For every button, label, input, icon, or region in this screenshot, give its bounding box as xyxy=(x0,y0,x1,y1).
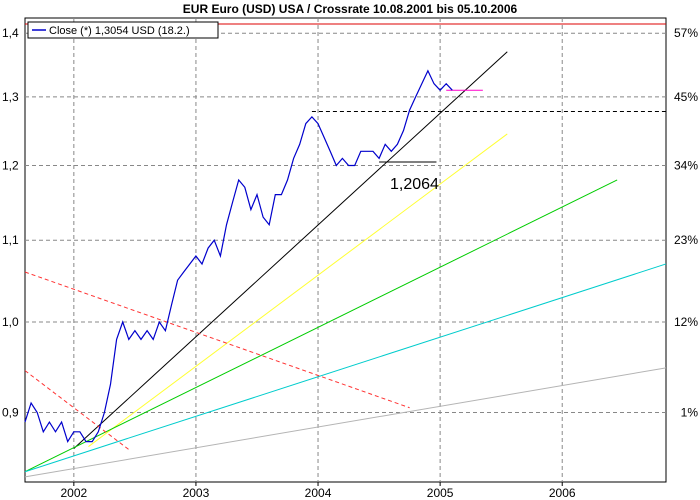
trendline xyxy=(24,179,618,473)
y-tick-label-left: 0,9 xyxy=(2,405,19,419)
trendline xyxy=(24,367,667,478)
y-axis-left-ticks: 0,9 1,0 1,1 1,2 1,3 1,4 xyxy=(2,26,19,419)
y-tick-label-right: 57% xyxy=(674,26,698,40)
trendline xyxy=(24,271,410,409)
y-tick-label-left: 1,2 xyxy=(2,159,19,173)
trendline xyxy=(24,370,130,450)
trendline xyxy=(88,133,508,447)
chart-title: EUR Euro (USD) USA / Crossrate 10.08.200… xyxy=(183,2,518,16)
y-tick-label-right: 45% xyxy=(674,90,698,104)
legend: Close (*) 1,3054 USD (18.2.) xyxy=(27,21,219,39)
plot-area xyxy=(24,17,667,483)
annotation-label: 1,2064 xyxy=(390,176,439,193)
series-layer xyxy=(24,69,453,444)
trendline xyxy=(73,51,508,449)
y-tick-label-right: 23% xyxy=(674,233,698,247)
y-tick-label-right: 1% xyxy=(681,405,699,419)
y-tick-label-left: 1,1 xyxy=(2,233,19,247)
x-tick-label: 2003 xyxy=(183,486,210,500)
x-tick-label: 2002 xyxy=(60,486,87,500)
y-tick-label-right: 12% xyxy=(674,315,698,329)
x-tick-label: 2006 xyxy=(549,486,576,500)
y-tick-label-left: 1,0 xyxy=(2,315,19,329)
y-tick-label-left: 1,3 xyxy=(2,90,19,104)
series-line xyxy=(24,69,453,444)
legend-label: Close (*) 1,3054 USD (18.2.) xyxy=(49,25,190,37)
trendline xyxy=(24,263,667,473)
x-tick-label: 2004 xyxy=(305,486,332,500)
y-tick-label-left: 1,4 xyxy=(2,26,19,40)
trendlines xyxy=(24,23,667,478)
legend-box xyxy=(27,21,219,39)
y-axis-right-ticks: 1% 12% 23% 34% 45% 57% xyxy=(674,26,698,419)
x-axis-ticks: 2002 2003 2004 2005 2006 xyxy=(60,482,576,500)
y-tick-label-right: 34% xyxy=(674,159,698,173)
x-tick-label: 2005 xyxy=(427,486,454,500)
